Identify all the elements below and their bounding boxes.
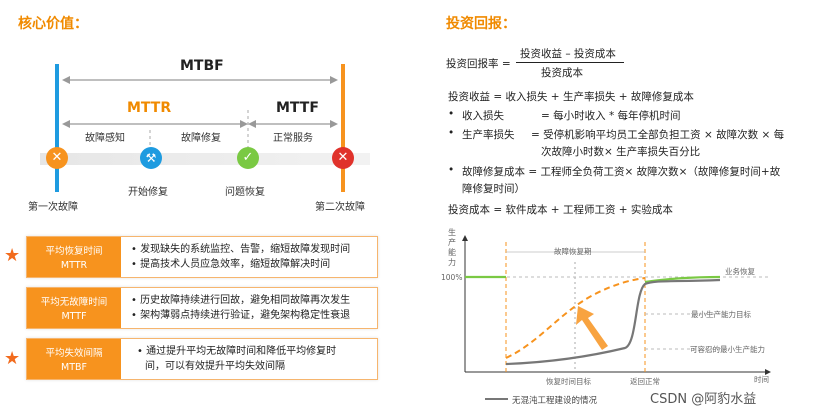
fraction-bar — [516, 62, 624, 63]
recovery-period-label: 故障恢复期 — [554, 247, 592, 256]
card-mttr: 平均恢复时间 MTTR • 发现缺失的系统监控、告警，缩短故障发现时间 • 提高… — [26, 236, 378, 278]
investment-income: 投资收益 = 收入损失 + 生产率损失 + 故障修复成本 — [448, 91, 694, 103]
x-axis-label: 时间 — [754, 375, 769, 384]
bullet-dot: • — [448, 164, 455, 176]
close-icon: ✕ — [332, 147, 354, 169]
card-title: 平均恢复时间 — [45, 246, 103, 257]
no-chaos-curve — [505, 278, 721, 366]
formula-denominator: 投资成本 — [541, 67, 583, 79]
revenue-loss-text: = 每小时收入 * 每年停机时间 — [541, 110, 681, 122]
card-tag: 平均恢复时间 MTTR — [27, 237, 121, 277]
phase-repair-label: 故障修复 — [181, 133, 221, 144]
formula-numerator: 投资收益 – 投资成本 — [520, 48, 616, 60]
event-first-failure: 第一次故障 — [28, 202, 78, 213]
star-icon: ★ — [4, 245, 21, 266]
chaos-engineering-curve — [505, 277, 646, 359]
card-line: • 架构薄弱点持续进行验证，避免架构稳定性衰退 — [131, 310, 351, 321]
check-icon: ✓ — [237, 147, 259, 169]
core-value-title: 核心价值： — [18, 16, 88, 32]
event-start-repair: 开始修复 — [128, 187, 168, 198]
card-description: • 历史故障持续进行回故，避免相同故障再次发生 • 架构薄弱点持续进行验证，避免… — [131, 293, 371, 323]
card-abbr: MTTR — [60, 260, 88, 271]
card-abbr: MTBF — [61, 362, 87, 373]
business-line-after — [644, 275, 721, 284]
revenue-loss-head: 收入损失 — [462, 110, 504, 122]
card-tag: 平均失效间隔 MTBF — [27, 339, 121, 379]
mtbf-label: MTBF — [180, 58, 224, 74]
card-mttf: 平均无故障时间 MTTF • 历史故障持续进行回故，避免相同故障再次发生 • 架… — [26, 287, 378, 329]
event-problem-recovered: 问题恢复 — [225, 187, 265, 198]
second-failure-marker — [341, 64, 345, 192]
business-recovery-label: 业务恢复 — [725, 267, 755, 276]
productivity-loss-text-cont: 次故障小时数× 生产率损失百分比 — [541, 146, 701, 158]
card-tag: 平均无故障时间 MTTF — [27, 288, 121, 328]
bullet-dot: • — [448, 108, 455, 120]
formula-lhs: 投资回报率 = — [446, 58, 511, 70]
card-description: • 发现缺失的系统监控、告警，缩短故障发现时间 • 提高技术人员应急效率，缩短故… — [131, 242, 371, 272]
x-tick-return-normal: 返回正常 — [630, 377, 660, 386]
card-title: 平均失效间隔 — [45, 348, 103, 359]
star-icon: ★ — [4, 348, 21, 369]
legend-label: 无混沌工程建设的情况 — [512, 396, 598, 406]
y-tick-100: 100% — [441, 273, 463, 282]
card-line: 间，可以有效提升平均失效间隔 — [145, 361, 285, 372]
card-description: • 通过提升平均无故障时间和降低平均修复时 间，可以有效提升平均失效间隔 — [137, 344, 377, 374]
x-tick-rto: 恢复时间目标 — [546, 377, 591, 386]
y-axis-label: 生产能力 — [448, 228, 456, 267]
mttr-label: MTTR — [127, 100, 172, 116]
card-line: • 历史故障持续进行回故，避免相同故障再次发生 — [131, 295, 351, 306]
min-target-label: 最小生产能力目标 — [691, 310, 751, 319]
repair-cost-text: 故障修复成本 = 工程师全负荷工资× 故障次数×（故障修复时间+故 — [462, 166, 781, 178]
card-title: 平均无故障时间 — [40, 297, 108, 308]
watermark: CSDN @阿豹水益 — [650, 392, 757, 407]
card-abbr: MTTF — [61, 311, 87, 322]
first-failure-marker — [55, 64, 59, 192]
card-line: • 通过提升平均无故障时间和降低平均修复时 — [137, 346, 337, 357]
card-line: • 发现缺失的系统监控、告警，缩短故障发现时间 — [131, 244, 351, 255]
card-line: • 提高技术人员应急效率，缩短故障解决时间 — [131, 259, 331, 270]
phase-detect-label: 故障感知 — [85, 133, 125, 144]
wrench-icon: ⚒ — [140, 147, 162, 169]
min-tolerable-label: 可容忍的最小生产能力 — [690, 345, 765, 354]
roi-title: 投资回报： — [446, 16, 516, 32]
timeline-diagram — [40, 64, 370, 192]
improvement-arrow-icon — [576, 306, 608, 350]
bullet-dot: • — [448, 127, 455, 139]
investment-cost: 投资成本 = 软件成本 + 工程师工资 + 实验成本 — [448, 204, 673, 216]
productivity-loss-text: = 受停机影响平均员工全部负担工资 × 故障次数 × 每 — [531, 129, 785, 141]
close-icon: ✕ — [46, 147, 68, 169]
phase-normal-label: 正常服务 — [273, 133, 313, 144]
productivity-loss-head: 生产率损失 — [462, 129, 515, 141]
event-second-failure: 第二次故障 — [315, 202, 365, 213]
card-mtbf: 平均失效间隔 MTBF • 通过提升平均无故障时间和降低平均修复时 间，可以有效… — [26, 338, 378, 380]
mttf-label: MTTF — [276, 100, 319, 116]
repair-cost-text-cont: 障修复时间） — [462, 183, 525, 195]
recovery-chart — [462, 235, 771, 400]
